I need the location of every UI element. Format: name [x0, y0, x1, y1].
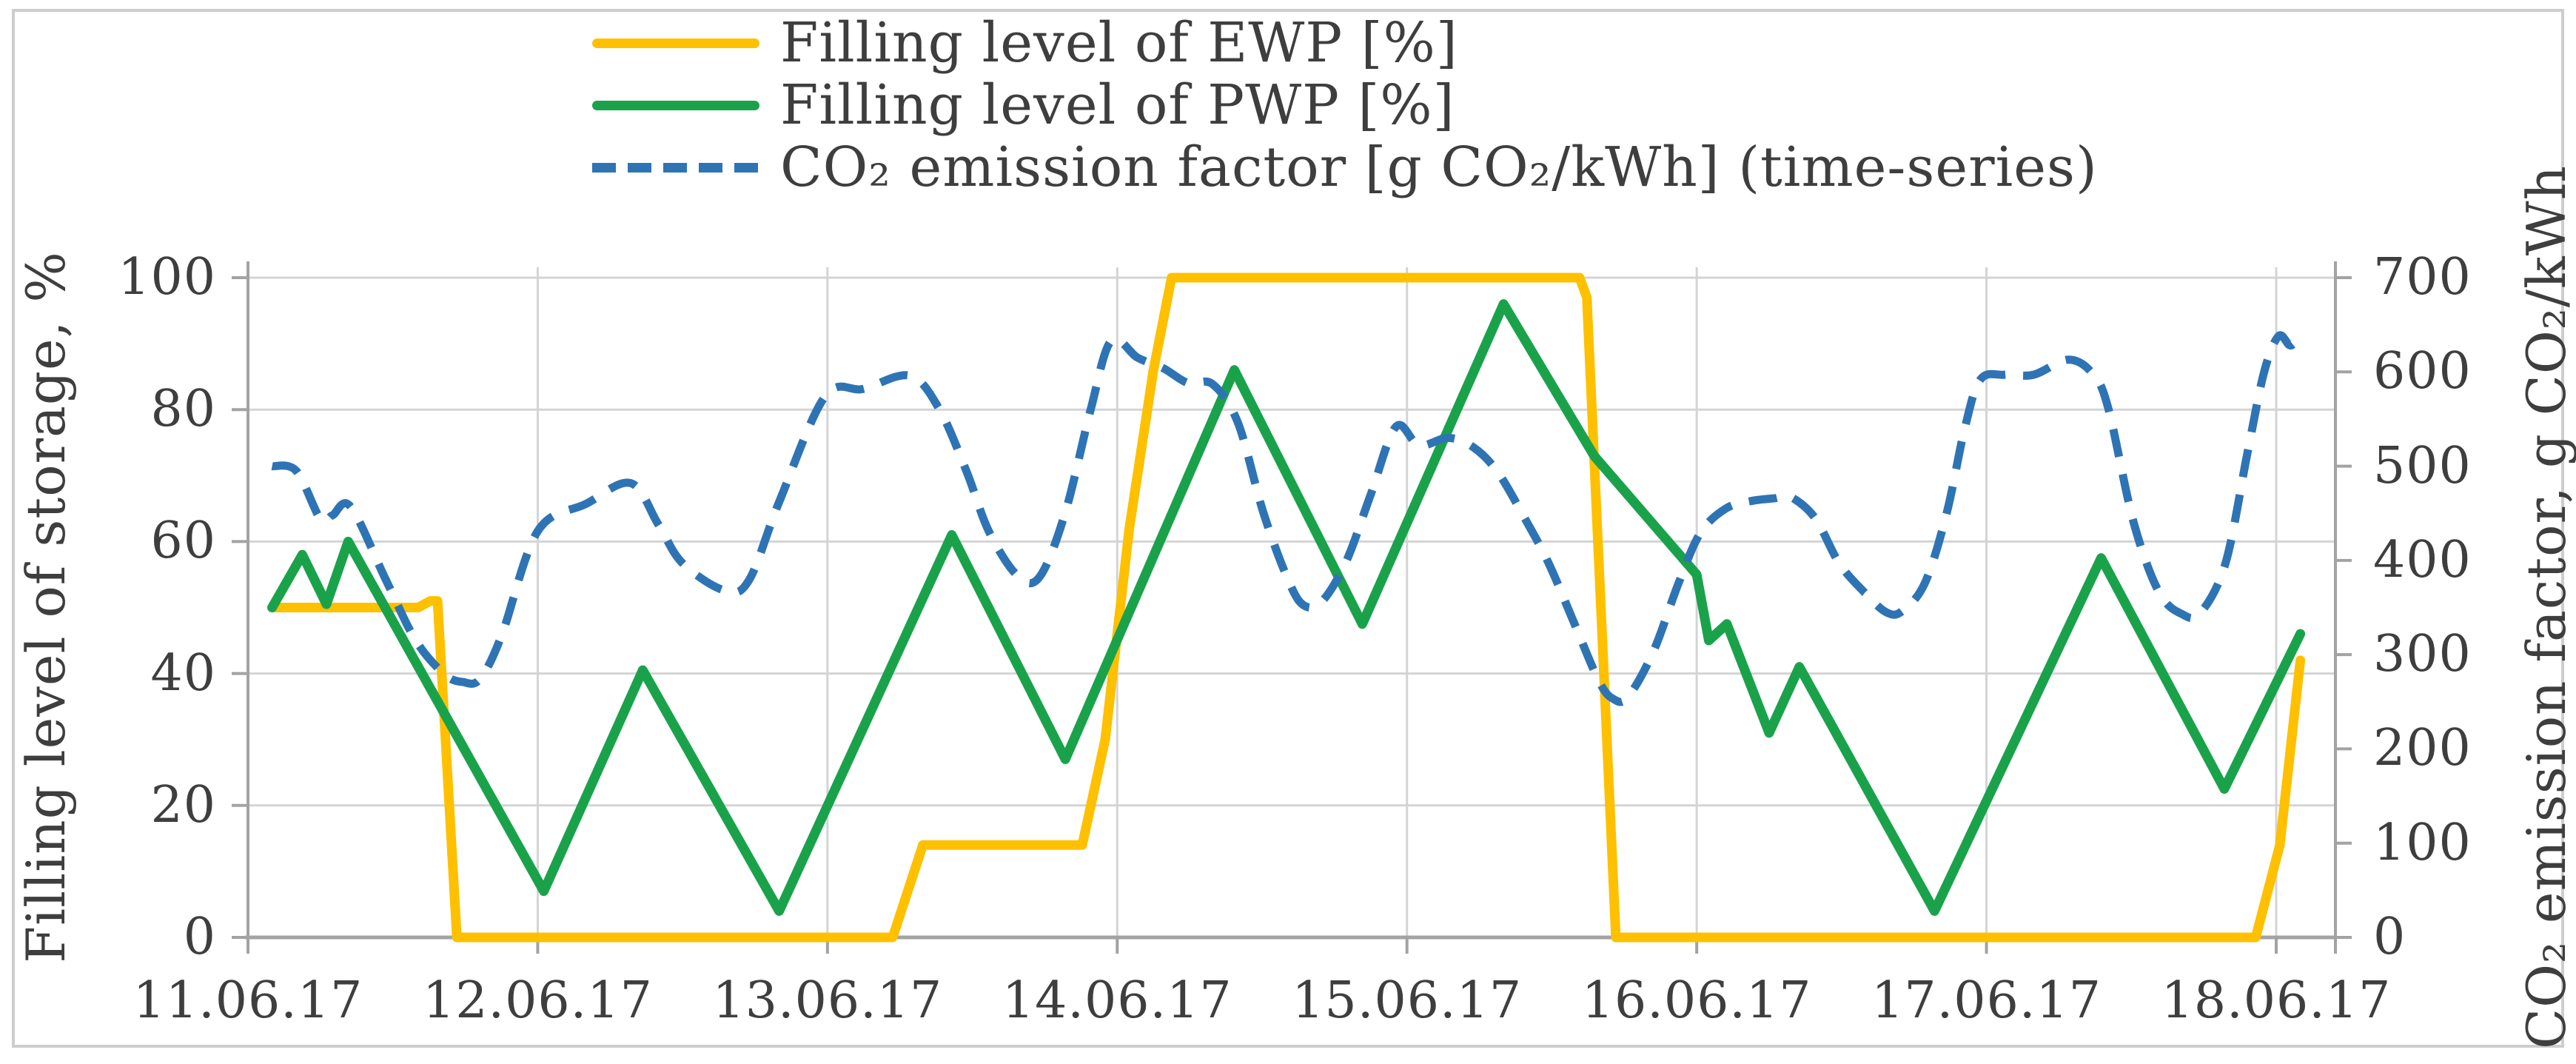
legend: Filling level of EWP [%] Filling level o… — [592, 12, 2098, 198]
x-date-tick-label: 17.06.17 — [1871, 971, 2102, 1030]
series-co2-dashed-line — [271, 330, 2305, 706]
y-left-tick-label: 100 — [118, 248, 216, 307]
y-left-tick-label: 80 — [150, 380, 216, 439]
x-date-tick-label: 16.06.17 — [1581, 971, 1812, 1030]
y-right-tick-label: 200 — [2373, 719, 2472, 778]
y-left-tick-label: 60 — [150, 512, 216, 571]
legend-label-ewp: Filling level of EWP [%] — [780, 11, 1458, 75]
legend-item-co2: CO₂ emission factor [g CO₂/kWh] (time-se… — [592, 136, 2098, 198]
y-right-tick-label: 500 — [2373, 436, 2472, 495]
x-date-tick-label: 18.06.17 — [2161, 971, 2392, 1030]
y-right-tick-label: 100 — [2373, 813, 2472, 872]
x-date-tick-label: 11.06.17 — [133, 971, 363, 1030]
y-right-tick-label: 700 — [2373, 248, 2472, 307]
series-pwp-line — [267, 299, 2306, 916]
x-date-tick-label: 12.06.17 — [423, 971, 653, 1030]
y-right-tick-label: 300 — [2373, 625, 2472, 684]
y-axis-left-title: Filling level of storage, % — [15, 251, 77, 963]
legend-label-co2: CO₂ emission factor [g CO₂/kWh] (time-se… — [780, 135, 2098, 199]
x-date-tick-label: 13.06.17 — [712, 971, 943, 1030]
x-date-tick-label: 15.06.17 — [1292, 971, 1523, 1030]
y-left-tick-label: 20 — [150, 775, 216, 834]
legend-item-ewp: Filling level of EWP [%] — [592, 12, 2098, 74]
y-right-tick-label: 0 — [2373, 908, 2406, 966]
y-right-tick-label: 400 — [2373, 530, 2472, 589]
y-left-tick-label: 40 — [150, 643, 216, 703]
y-axis-right-title: CO₂ emission factor, g CO₂/kWh — [2515, 165, 2576, 1049]
legend-swatch-co2-dashed-line — [592, 162, 759, 173]
x-date-tick-label: 14.06.17 — [1002, 971, 1232, 1030]
legend-swatch-pwp-line — [592, 100, 759, 110]
legend-item-pwp: Filling level of PWP [%] — [592, 74, 2098, 136]
y-right-tick-label: 600 — [2373, 342, 2472, 401]
y-left-tick-label: 0 — [183, 908, 216, 966]
legend-swatch-ewp-line — [592, 38, 759, 48]
legend-label-pwp: Filling level of PWP [%] — [780, 73, 1455, 137]
